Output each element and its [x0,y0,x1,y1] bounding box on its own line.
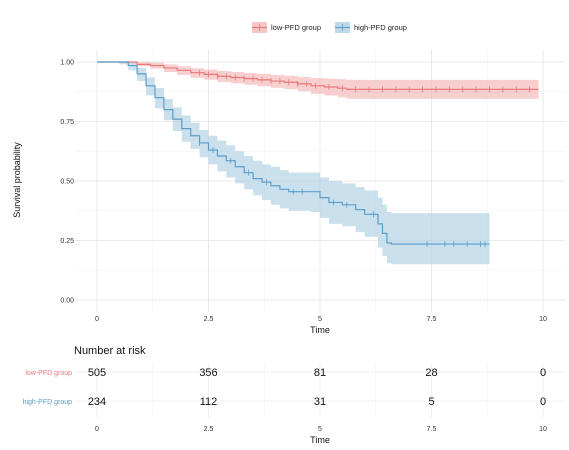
y-tick-label: 0.00 [60,298,74,305]
risk-x-tick-label: 2.5 [204,426,214,433]
axis-ticks: 0.00 0.25 0.50 0.75 1.00 0 2.5 5 7.5 10 [60,60,547,324]
y-tick-label: 0.25 [60,238,74,245]
y-tick-label: 0.50 [60,179,74,186]
x-tick-label: 5 [318,316,322,323]
risk-x-tick-label: 5 [318,426,322,433]
low-pfd-legend-label: low-PFD group [271,23,321,32]
risk-x-tick-label: 10 [539,426,547,433]
legend: low-PFD group high-PFD group [252,22,407,33]
high-pfd-risk-value: 234 [88,396,106,408]
confidence-bands [97,62,539,265]
x-axis-title: Time [310,325,330,335]
low-pfd-risk-value: 81 [314,367,326,379]
censor-marks [199,69,531,248]
risk-table-title: Number at risk [74,345,146,357]
high-pfd-risk-value: 5 [428,396,434,408]
risk-x-tick-label: 0 [95,426,99,433]
x-tick-label: 0 [95,316,99,323]
risk-table-grid [75,364,565,418]
x-tick-label: 7.5 [427,316,437,323]
x-tick-label: 2.5 [204,316,214,323]
high-pfd-legend-label: high-PFD group [354,23,407,32]
low-pfd-risk-row-label: low-PFD group [25,370,72,377]
high-pfd-risk-value: 0 [540,396,546,408]
high-pfd-risk-value: 31 [314,396,326,408]
y-tick-label: 0.75 [60,119,74,126]
high-pfd-risk-row-label: high-PFD group [23,399,73,406]
y-tick-label: 1.00 [60,60,74,67]
high-pfd-confidence-band [97,62,490,265]
low-pfd-risk-value: 505 [88,367,106,379]
risk-x-tick-label: 7.5 [427,426,437,433]
low-pfd-risk-value: 0 [540,367,546,379]
y-axis-title: Survival probability [12,142,22,218]
high-pfd-risk-value: 112 [200,396,218,408]
risk-x-axis-title: Time [310,435,330,445]
low-pfd-risk-value: 28 [425,367,437,379]
low-pfd-risk-value: 356 [199,367,217,379]
x-tick-label: 10 [539,316,547,323]
